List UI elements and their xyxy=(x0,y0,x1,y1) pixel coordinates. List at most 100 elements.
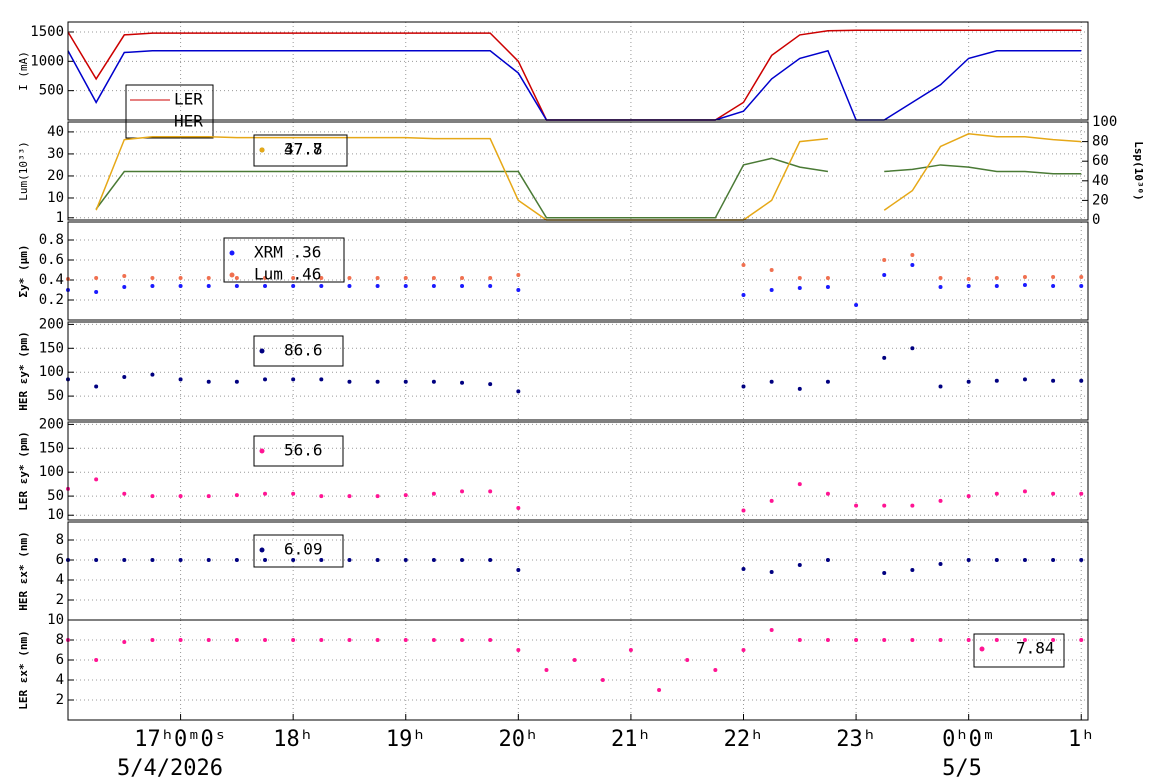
legend-box xyxy=(223,237,345,283)
data-point xyxy=(178,558,183,562)
data-point xyxy=(263,638,268,642)
y-tick-label: 10 xyxy=(47,190,64,206)
data-point xyxy=(488,276,493,280)
y-tick-label: 150 xyxy=(39,340,64,356)
data-point xyxy=(150,372,155,377)
data-point xyxy=(122,558,127,562)
x-tick-label: 0ʰ0ᵐ xyxy=(942,727,995,752)
data-point xyxy=(797,482,802,487)
data-point xyxy=(122,640,127,644)
data-point xyxy=(741,293,746,297)
data-point xyxy=(431,284,436,288)
data-point xyxy=(600,678,605,682)
data-point xyxy=(966,638,971,642)
data-point xyxy=(628,648,633,652)
data-point xyxy=(1079,638,1084,642)
data-point xyxy=(741,384,746,389)
data-point xyxy=(741,567,746,571)
data-point xyxy=(178,494,183,499)
y-tick-label: 4 xyxy=(56,572,64,588)
data-point xyxy=(966,379,971,384)
data-point xyxy=(431,276,436,280)
data-point xyxy=(938,285,943,289)
data-point xyxy=(854,638,859,642)
data-point xyxy=(910,253,915,257)
data-point xyxy=(319,284,324,288)
y-axis-label: I (mA) xyxy=(17,51,30,91)
data-point xyxy=(910,568,915,572)
y2-tick-label: 40 xyxy=(1092,173,1109,189)
data-point xyxy=(122,274,127,278)
data-point xyxy=(206,284,211,288)
data-point xyxy=(347,494,352,499)
data-point xyxy=(347,379,352,384)
data-point xyxy=(938,384,943,389)
legend-label: LER xyxy=(174,90,203,109)
data-point xyxy=(150,284,155,288)
data-point xyxy=(375,284,380,288)
legend-label: 86.6 xyxy=(284,341,323,360)
data-point xyxy=(1079,491,1084,496)
legend-label: 7.84 xyxy=(1016,639,1055,658)
data-point xyxy=(150,276,155,280)
data-point xyxy=(178,284,183,288)
data-point xyxy=(234,276,239,280)
plot-frame xyxy=(67,121,1089,221)
data-point xyxy=(150,494,155,499)
data-point xyxy=(1079,378,1084,383)
data-point xyxy=(797,276,802,280)
data-point xyxy=(460,284,465,288)
data-point xyxy=(1051,491,1056,496)
data-point xyxy=(544,668,549,672)
y-tick-label: 0.6 xyxy=(39,252,64,268)
y-axis-label: Σy* (μm) xyxy=(17,245,30,298)
data-point xyxy=(1022,283,1027,287)
data-point xyxy=(910,346,915,351)
data-point xyxy=(910,503,915,508)
data-point xyxy=(460,489,465,494)
y-tick-label: 6 xyxy=(56,552,64,568)
data-point xyxy=(1079,558,1084,562)
data-point xyxy=(882,273,887,277)
legend-swatch xyxy=(979,646,985,652)
y-tick-label: 50 xyxy=(47,388,64,404)
legend-box xyxy=(253,134,348,167)
data-point xyxy=(854,303,859,307)
legend-label: 56.6 xyxy=(284,441,323,460)
data-point xyxy=(1051,275,1056,279)
data-point xyxy=(516,273,521,277)
data-point xyxy=(825,558,830,562)
data-point xyxy=(516,288,521,292)
data-point xyxy=(797,286,802,290)
data-point xyxy=(94,384,99,389)
y-axis-label: Lum(10³³) xyxy=(17,141,30,201)
data-point xyxy=(1022,638,1027,642)
data-point xyxy=(994,491,999,496)
data-point xyxy=(319,276,324,280)
data-point xyxy=(403,284,408,288)
data-point xyxy=(460,276,465,280)
data-point xyxy=(769,268,774,272)
legend-swatch xyxy=(259,448,265,454)
data-point xyxy=(403,379,408,384)
y-tick-label: 30 xyxy=(47,146,64,162)
data-point xyxy=(150,638,155,642)
legend-box xyxy=(253,435,344,467)
data-point xyxy=(347,284,352,288)
series-line xyxy=(95,157,1082,219)
data-point xyxy=(910,638,915,642)
x-tick-label: 18ʰ xyxy=(273,727,313,752)
y-tick-label: 10 xyxy=(47,507,64,523)
data-point xyxy=(234,493,239,498)
data-point xyxy=(178,276,183,280)
data-point xyxy=(797,563,802,567)
data-point xyxy=(882,258,887,262)
data-point xyxy=(431,491,436,496)
data-point xyxy=(291,491,296,496)
legend-swatch xyxy=(259,147,265,153)
data-point xyxy=(291,276,296,280)
y2-tick-label: 100 xyxy=(1092,114,1117,130)
legend-swatch xyxy=(259,348,265,354)
legend-label: 37.8 xyxy=(284,140,323,159)
data-point xyxy=(1079,284,1084,288)
